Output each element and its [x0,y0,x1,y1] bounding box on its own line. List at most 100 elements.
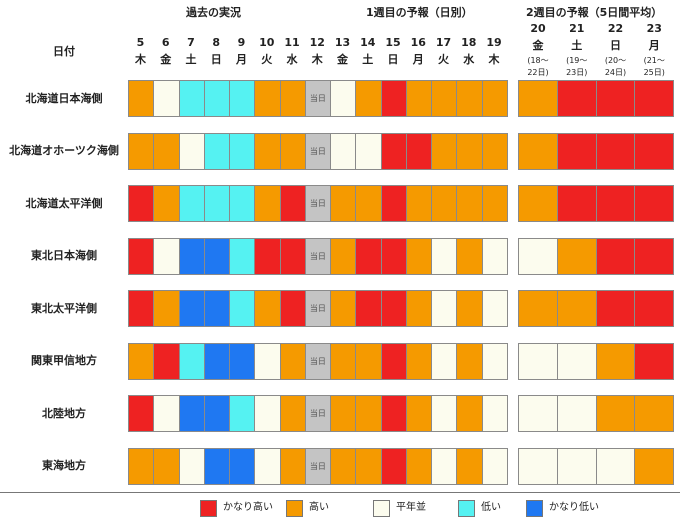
region-label: 関東甲信地方 [31,354,97,367]
legend-label: 平年並 [396,502,426,513]
week2-cell [556,80,597,117]
region-label: 北陸地方 [42,406,86,420]
legend-swatch [200,500,217,517]
heatmap-cell [254,290,281,327]
day-number: 18 [461,36,477,49]
day-number: 16 [410,36,426,49]
heatmap-cell [128,290,155,327]
heatmap-cell [178,447,205,485]
weekday-label: 月 [412,53,424,66]
day-number: 7 [187,36,195,49]
heatmap-cell [405,290,432,327]
heatmap-cell [380,395,407,432]
today-cell: 当日 [304,185,331,222]
day-number: 8 [212,36,221,49]
heatmap-cell [229,237,256,275]
heatmap-cell [279,395,306,432]
day-number: 10 [259,36,275,49]
week2-range-start: (18～ [527,56,549,65]
heatmap-cell [203,395,230,432]
weekday-label: 土 [362,53,374,66]
week2-cell [634,395,674,432]
heatmap-cell [178,290,205,327]
today-cell: 当日 [304,342,331,380]
legend-label: かなり低い [549,502,599,513]
weekday-label: 月 [236,53,247,66]
heatmap-cell [355,80,382,117]
heatmap-cell [203,132,230,170]
heatmap-cell [178,132,205,170]
heatmap-cell [254,342,281,380]
heatmap-cell [128,237,155,275]
weekday-label: 日 [387,53,399,66]
heatmap-cell [355,237,382,275]
legend-separator [0,492,680,493]
day-number: 9 [237,36,246,49]
week2-weekday-label: 日 [610,39,621,52]
heatmap-cell [481,395,508,432]
week2-weekday-label: 月 [648,39,660,52]
week2-cell [518,237,558,275]
week2-cell [634,342,674,380]
weekday-label: 木 [311,53,323,66]
heatmap-cell [279,447,306,485]
heatmap-cell [405,185,432,222]
heatmap-cell [431,342,458,380]
heatmap-cell [481,132,508,170]
today-cell: 当日 [304,132,331,170]
past-heading: 過去の実況 [186,6,241,19]
week2-cell [595,290,636,327]
heatmap-cell [279,80,306,117]
day-number: 15 [385,36,401,49]
day-number: 14 [360,36,376,49]
heatmap-cell [279,342,306,380]
weekday-label: 木 [135,53,146,66]
week2-cell [634,80,674,117]
heatmap-cell [355,447,382,485]
heatmap-cell [153,395,180,432]
weekday-label: 水 [463,53,475,66]
heatmap-cell [431,447,458,485]
heatmap-cell [380,447,407,485]
legend-label: 低い [481,502,501,513]
heatmap-cell [254,237,281,275]
heatmap-cell [330,342,357,380]
heatmap-cell [431,395,458,432]
heatmap-cell [481,237,508,275]
legend-label: かなり高い [223,502,273,513]
heatmap-cell [431,290,458,327]
heatmap-cell [178,395,205,432]
week1-heading: 1週目の予報（日別） [366,6,473,19]
heatmap-cell [254,185,281,222]
heatmap-cell [254,395,281,432]
week2-cell [595,447,636,485]
heatmap-cell [456,185,483,222]
week2-range-end: 24日) [604,68,627,77]
week2-cell [595,395,636,432]
week2-range-end: 23日) [566,68,588,77]
weekday-label: 金 [160,53,172,66]
week2-weekday-label: 金 [532,39,544,52]
heatmap-cell [203,447,230,485]
day-number: 11 [284,36,300,49]
heatmap-cell [128,342,155,380]
heatmap-cell [229,185,256,222]
heatmap-cell [431,80,458,117]
week2-weekday-label: 土 [571,39,583,52]
day-number: 17 [435,36,452,49]
heatmap-cell [254,132,281,170]
heatmap-cell [330,80,357,117]
heatmap-cell [229,80,256,117]
week2-cell [595,342,636,380]
heatmap-cell [405,132,432,170]
heatmap-cell [380,290,407,327]
heatmap-cell [153,342,180,380]
week2-cell [595,80,636,117]
week2-cell [518,80,558,117]
heatmap-cell [355,342,382,380]
region-label: 東北日本海側 [31,249,97,262]
week2-cell [518,132,558,170]
heatmap-cell [330,447,357,485]
heatmap-cell [279,237,306,275]
